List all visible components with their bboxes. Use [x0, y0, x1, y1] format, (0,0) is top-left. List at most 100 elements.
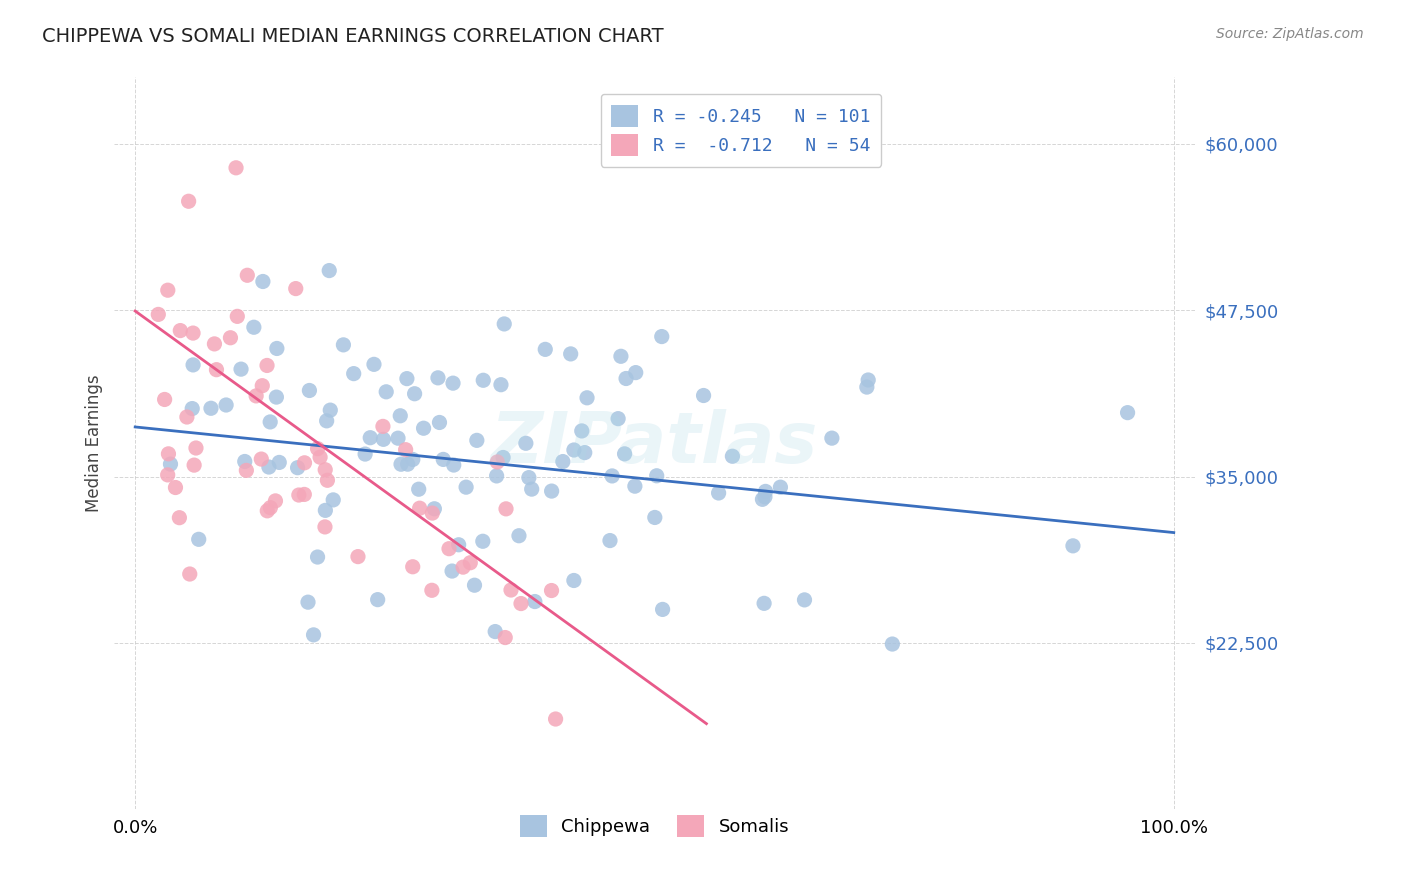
- Point: [314, 520, 336, 534]
- Point: [252, 275, 274, 289]
- Point: [613, 447, 636, 461]
- Point: [215, 398, 238, 412]
- Point: [269, 455, 291, 469]
- Point: [307, 442, 329, 456]
- Point: [389, 457, 412, 471]
- Point: [607, 411, 630, 425]
- Point: [600, 469, 623, 483]
- Point: [754, 490, 776, 504]
- Point: [316, 473, 339, 487]
- Point: [183, 458, 205, 472]
- Point: [395, 371, 418, 385]
- Text: Source: ZipAtlas.com: Source: ZipAtlas.com: [1216, 27, 1364, 41]
- Point: [465, 434, 488, 448]
- Text: ZIPatlas: ZIPatlas: [491, 409, 818, 478]
- Point: [489, 377, 512, 392]
- Point: [219, 331, 242, 345]
- Point: [423, 501, 446, 516]
- Point: [243, 320, 266, 334]
- Point: [314, 463, 336, 477]
- Point: [821, 431, 844, 445]
- Point: [226, 310, 249, 324]
- Point: [298, 384, 321, 398]
- Point: [204, 337, 226, 351]
- Point: [402, 559, 425, 574]
- Point: [309, 450, 332, 465]
- Point: [471, 534, 494, 549]
- Point: [494, 631, 516, 645]
- Point: [560, 347, 582, 361]
- Point: [721, 449, 744, 463]
- Point: [332, 338, 354, 352]
- Point: [499, 582, 522, 597]
- Point: [520, 482, 543, 496]
- Point: [429, 416, 451, 430]
- Point: [412, 421, 434, 435]
- Point: [651, 602, 673, 616]
- Point: [523, 594, 546, 608]
- Point: [387, 431, 409, 445]
- Point: [769, 480, 792, 494]
- Point: [354, 447, 377, 461]
- Point: [485, 469, 508, 483]
- Legend: Chippewa, Somalis: Chippewa, Somalis: [512, 807, 797, 844]
- Point: [544, 712, 567, 726]
- Point: [751, 492, 773, 507]
- Point: [404, 386, 426, 401]
- Point: [375, 384, 398, 399]
- Point: [347, 549, 370, 564]
- Point: [651, 329, 673, 343]
- Point: [510, 597, 533, 611]
- Point: [319, 403, 342, 417]
- Point: [156, 467, 179, 482]
- Point: [318, 263, 340, 277]
- Point: [707, 486, 730, 500]
- Point: [302, 628, 325, 642]
- Point: [256, 359, 278, 373]
- Point: [443, 458, 465, 472]
- Point: [402, 452, 425, 467]
- Point: [508, 529, 530, 543]
- Point: [367, 592, 389, 607]
- Point: [432, 452, 454, 467]
- Point: [184, 441, 207, 455]
- Point: [287, 460, 309, 475]
- Point: [245, 389, 267, 403]
- Point: [882, 637, 904, 651]
- Point: [179, 567, 201, 582]
- Point: [297, 595, 319, 609]
- Point: [225, 161, 247, 175]
- Point: [294, 456, 316, 470]
- Point: [599, 533, 621, 548]
- Point: [157, 447, 180, 461]
- Point: [515, 436, 537, 450]
- Point: [441, 564, 464, 578]
- Y-axis label: Median Earnings: Median Earnings: [86, 375, 103, 512]
- Text: CHIPPEWA VS SOMALI MEDIAN EARNINGS CORRELATION CHART: CHIPPEWA VS SOMALI MEDIAN EARNINGS CORRE…: [42, 27, 664, 45]
- Point: [408, 482, 430, 496]
- Point: [181, 326, 204, 340]
- Point: [200, 401, 222, 416]
- Point: [447, 538, 470, 552]
- Point: [181, 358, 204, 372]
- Point: [793, 593, 815, 607]
- Point: [540, 583, 562, 598]
- Point: [1062, 539, 1084, 553]
- Point: [266, 390, 288, 404]
- Point: [856, 380, 879, 394]
- Point: [396, 457, 419, 471]
- Point: [437, 541, 460, 556]
- Point: [576, 391, 599, 405]
- Point: [610, 349, 633, 363]
- Point: [322, 492, 344, 507]
- Point: [187, 533, 209, 547]
- Point: [492, 450, 515, 465]
- Point: [644, 510, 666, 524]
- Point: [517, 470, 540, 484]
- Point: [307, 549, 329, 564]
- Point: [408, 501, 430, 516]
- Point: [229, 362, 252, 376]
- Point: [371, 419, 394, 434]
- Point: [752, 596, 775, 610]
- Point: [472, 373, 495, 387]
